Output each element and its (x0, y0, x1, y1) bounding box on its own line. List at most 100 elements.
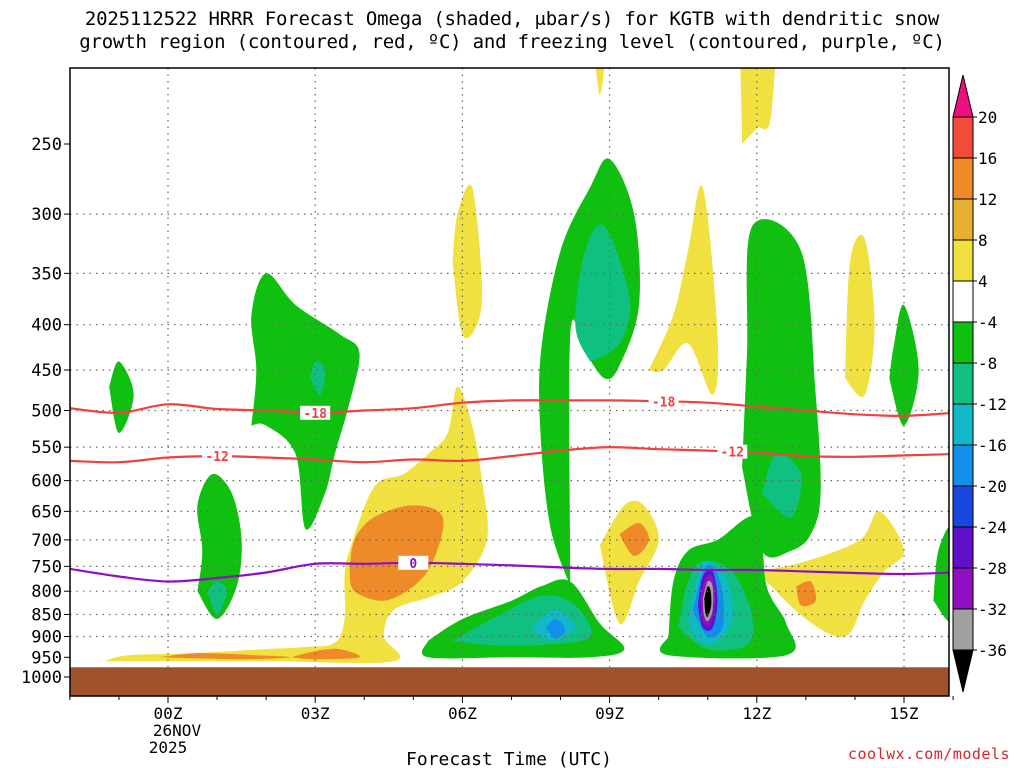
colorbar-swatch-13 (952, 608, 974, 651)
x-axis: 26NOV 2025 Forecast Time (UTC) 00Z 03Z 06Z… (69, 696, 954, 768)
y-tick-label-450: 450 (31, 361, 62, 381)
omega-region-5 (761, 453, 802, 518)
colorbar-label-6: -8 (978, 354, 997, 373)
omega-region-1 (575, 224, 631, 362)
omega-region-4 (742, 219, 821, 558)
colorbar-swatch-9 (952, 444, 974, 487)
omega-region-29 (452, 184, 483, 339)
colorbar-swatch-3 (952, 198, 974, 241)
x-tick-label-09Z: 09Z (595, 704, 624, 723)
colorbar-label-0: 20 (978, 108, 997, 127)
colorbar-swatch-11 (952, 526, 974, 569)
colorbar-label-2: 12 (978, 190, 997, 209)
omega-region-7 (889, 304, 919, 426)
x-axis-title: Forecast Time (UTC) (406, 749, 612, 768)
colorbar-swatch-6 (952, 321, 974, 364)
omega-region-26 (349, 505, 444, 601)
grid-lines (70, 68, 949, 668)
omega-region-8 (756, 511, 905, 638)
credit-link[interactable]: coolwx.com/models (847, 745, 1010, 763)
x-tick-label-03Z: 03Z (301, 704, 330, 723)
x-tick-label-00Z: 00Z (154, 704, 183, 723)
colorbar-swatch-7 (952, 362, 974, 405)
dendritic-18-line (70, 399, 949, 417)
y-tick-label-500: 500 (31, 402, 62, 422)
y-tick-label-950: 950 (31, 648, 62, 668)
colorbar-swatch-4 (952, 239, 974, 282)
y-tick-label-350: 350 (31, 264, 62, 284)
omega-region-34 (207, 581, 227, 615)
omega-region-31 (251, 273, 360, 530)
colorbar: 20 16 12 8 4 -4 -8 -12 -16 -20 -24 -28 -32 -36 (952, 74, 1007, 693)
date-label-year: 2025 (149, 738, 188, 757)
y-tick-label-400: 400 (31, 316, 62, 336)
colorbar-label-4: 4 (978, 272, 988, 291)
date-label-day: 26NOV (153, 721, 202, 740)
contour-lines: -18 -18 -12 -12 0 (70, 394, 949, 583)
omega-region-3 (740, 68, 775, 144)
chart-title: 2025112522 HRRR Forecast Omega (shaded, … (0, 8, 1024, 54)
freezing-level-0-label-bg-0 (398, 555, 429, 570)
freezing-level-0-line (70, 561, 949, 583)
omega-region-32 (310, 361, 326, 395)
y-tick-label-250: 250 (31, 135, 62, 155)
chart-title-line-2: growth region (contoured, red, ºC) and f… (79, 31, 945, 53)
y-tick-label-900: 900 (31, 627, 62, 647)
dendritic-12-label-bg-0 (202, 449, 233, 464)
omega-region-11 (599, 500, 659, 625)
omega-region-24 (545, 618, 566, 639)
y-tick-label-600: 600 (31, 472, 62, 492)
y-tick-label-550: 550 (31, 438, 62, 458)
colorbar-label-13: -36 (978, 641, 1007, 660)
freezing-level-0-label-0: 0 (409, 557, 417, 572)
colorbar-label-11: -28 (978, 559, 1007, 578)
y-tick-label-650: 650 (31, 502, 62, 522)
omega-shaded-field (104, 68, 949, 664)
colorbar-swatch-8 (952, 403, 974, 446)
colorbar-label-10: -24 (978, 518, 1007, 537)
y-tick-label-300: 300 (31, 205, 62, 225)
dendritic-12-label-1: -12 (721, 446, 744, 461)
y-tick-label-1000: 1000 (21, 668, 62, 688)
dendritic-18-label-bg-0 (300, 405, 331, 420)
dendritic-18-label-1: -18 (652, 395, 676, 410)
colorbar-swatch-2 (952, 157, 974, 200)
y-tick-label-750: 750 (31, 557, 62, 577)
omega-region-9 (796, 580, 817, 607)
omega-region-10 (933, 526, 949, 622)
x-tick-label-15Z: 15Z (890, 704, 919, 723)
omega-region-30 (595, 68, 605, 95)
ground-surface (70, 667, 949, 696)
dendritic-18-label-bg-1 (648, 394, 679, 409)
omega-region-28 (290, 648, 361, 660)
omega-region-2 (648, 185, 719, 395)
y-tick-label-800: 800 (31, 582, 62, 602)
colorbar-label-1: 16 (978, 149, 997, 168)
x-tick-label-06Z: 06Z (448, 704, 477, 723)
dendritic-12-label-bg-1 (717, 444, 748, 459)
colorbar-swatch-12 (952, 567, 974, 610)
colorbar-label-8: -16 (978, 436, 1007, 455)
y-tick-label-850: 850 (31, 606, 62, 626)
omega-region-6 (845, 234, 875, 397)
omega-region-33 (197, 473, 242, 620)
plot-frame (69, 67, 950, 697)
colorbar-label-3: 8 (978, 231, 988, 250)
colorbar-top-arrow (952, 74, 974, 118)
colorbar-label-9: -20 (978, 477, 1007, 496)
dendritic-12-label-0: -12 (205, 450, 228, 465)
x-tick-label-12Z: 12Z (742, 704, 771, 723)
omega-region-35 (109, 361, 134, 433)
colorbar-label-12: -32 (978, 600, 1007, 619)
y-axis: 2503003504004505005506006507007508008509… (21, 135, 70, 688)
colorbar-bottom-arrow (952, 649, 974, 693)
colorbar-swatch-5 (952, 280, 974, 323)
omega-region-12 (619, 522, 649, 557)
chart-title-line-1: 2025112522 HRRR Forecast Omega (shaded, … (84, 8, 940, 30)
colorbar-label-5: -4 (978, 313, 997, 332)
colorbar-label-7: -12 (978, 395, 1007, 414)
omega-region-20 (704, 586, 712, 618)
colorbar-swatch-1 (952, 116, 974, 159)
colorbar-swatch-10 (952, 485, 974, 528)
